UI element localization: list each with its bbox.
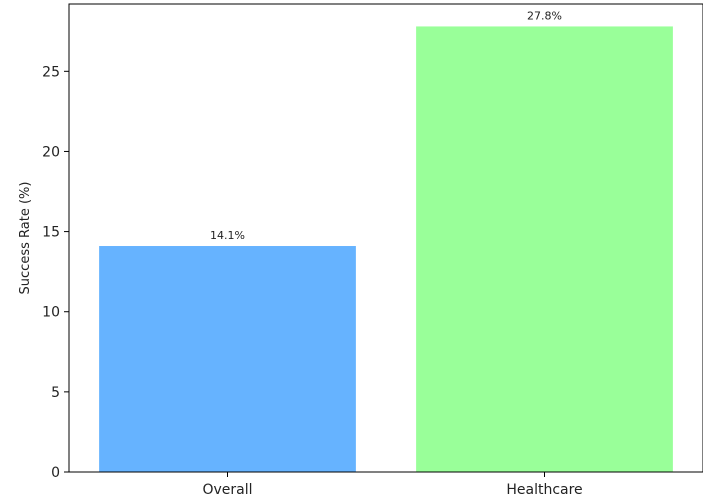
y-axis-label: Success Rate (%) (18, 182, 33, 295)
value-labels-group: 14.1% 27.8% (210, 9, 562, 242)
y-tick-label: 20 (42, 144, 60, 160)
y-tick-label: 0 (51, 465, 60, 481)
bar-healthcare (416, 26, 673, 473)
y-tick-label: 25 (42, 64, 60, 80)
y-axis-ticks: 0 5 10 15 20 25 (42, 64, 69, 481)
plot-frame (68, 3, 703, 473)
y-tick-label: 5 (51, 385, 60, 401)
bar-overall (99, 246, 356, 472)
value-label-overall: 14.1% (210, 229, 245, 242)
value-label-healthcare: 27.8% (527, 9, 562, 22)
x-tick-label-healthcare: Healthcare (506, 482, 582, 497)
y-tick-label: 10 (42, 305, 60, 321)
bars-group (99, 26, 673, 473)
x-axis-ticks: Overall Healthcare (202, 472, 583, 498)
y-tick-label: 15 (42, 225, 60, 241)
x-tick-label-overall: Overall (202, 482, 252, 497)
